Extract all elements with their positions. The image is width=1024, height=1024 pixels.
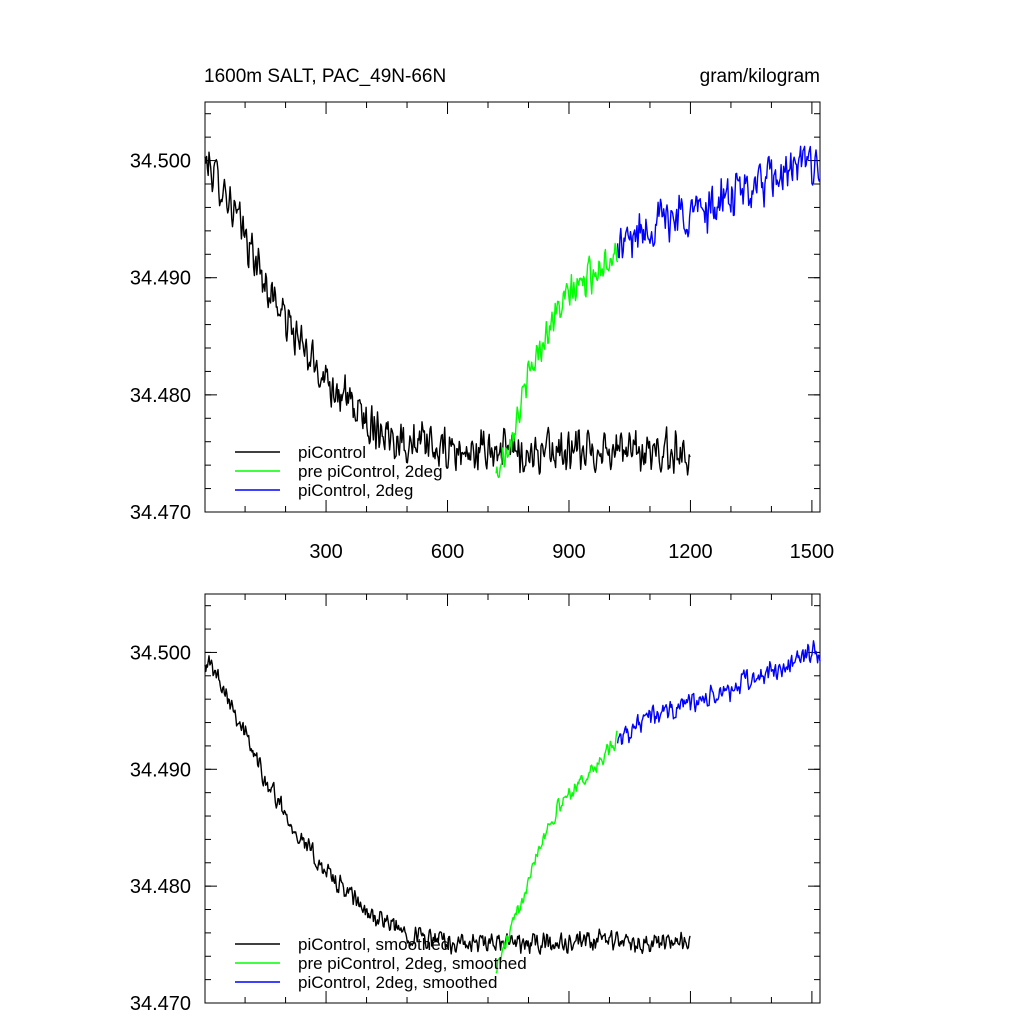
bottom-panel: 34.470 34.480 34.490 34.500 piControl, smoot… — [130, 593, 821, 1015]
plot-frame — [204, 101, 821, 513]
legend-label: pre piControl, 2deg — [298, 462, 443, 481]
legend-label: piControl, smoothed — [298, 935, 450, 954]
x-tick-label: 1500 — [790, 541, 835, 563]
x-tick-label: 1200 — [668, 541, 713, 563]
series-line — [495, 242, 619, 479]
legend-label: pre piControl, 2deg, smoothed — [298, 954, 527, 973]
x-tick-label: 600 — [431, 541, 464, 563]
top-panel: 34.470 34.480 34.490 34.500 300 600 900 1200 150… — [130, 101, 835, 563]
series-line — [204, 655, 691, 955]
y-tick-label: 34.490 — [130, 759, 191, 781]
series-line — [495, 730, 618, 974]
y-tick-label: 34.470 — [130, 502, 191, 524]
plot-title: 1600m SALT, PAC_49N-66N — [204, 66, 446, 87]
legend-label: piControl, 2deg, smoothed — [298, 973, 497, 992]
y-tick-label: 34.500 — [130, 151, 191, 173]
units-label: gram/kilogram — [700, 66, 820, 87]
y-tick-label: 34.470 — [130, 993, 191, 1015]
series-line — [616, 145, 821, 259]
x-tick-label: 900 — [552, 541, 585, 563]
y-tick-label: 34.480 — [130, 876, 191, 898]
y-tick-label: 34.500 — [130, 642, 191, 664]
legend-label: piControl, 2deg — [298, 481, 413, 500]
y-tick-label: 34.480 — [130, 385, 191, 407]
y-tick-label: 34.490 — [130, 268, 191, 290]
series-line — [204, 151, 691, 476]
x-tick-label: 300 — [309, 541, 342, 563]
series-line — [616, 640, 821, 745]
plot-frame — [204, 593, 821, 1004]
legend-label: piControl — [298, 443, 366, 462]
